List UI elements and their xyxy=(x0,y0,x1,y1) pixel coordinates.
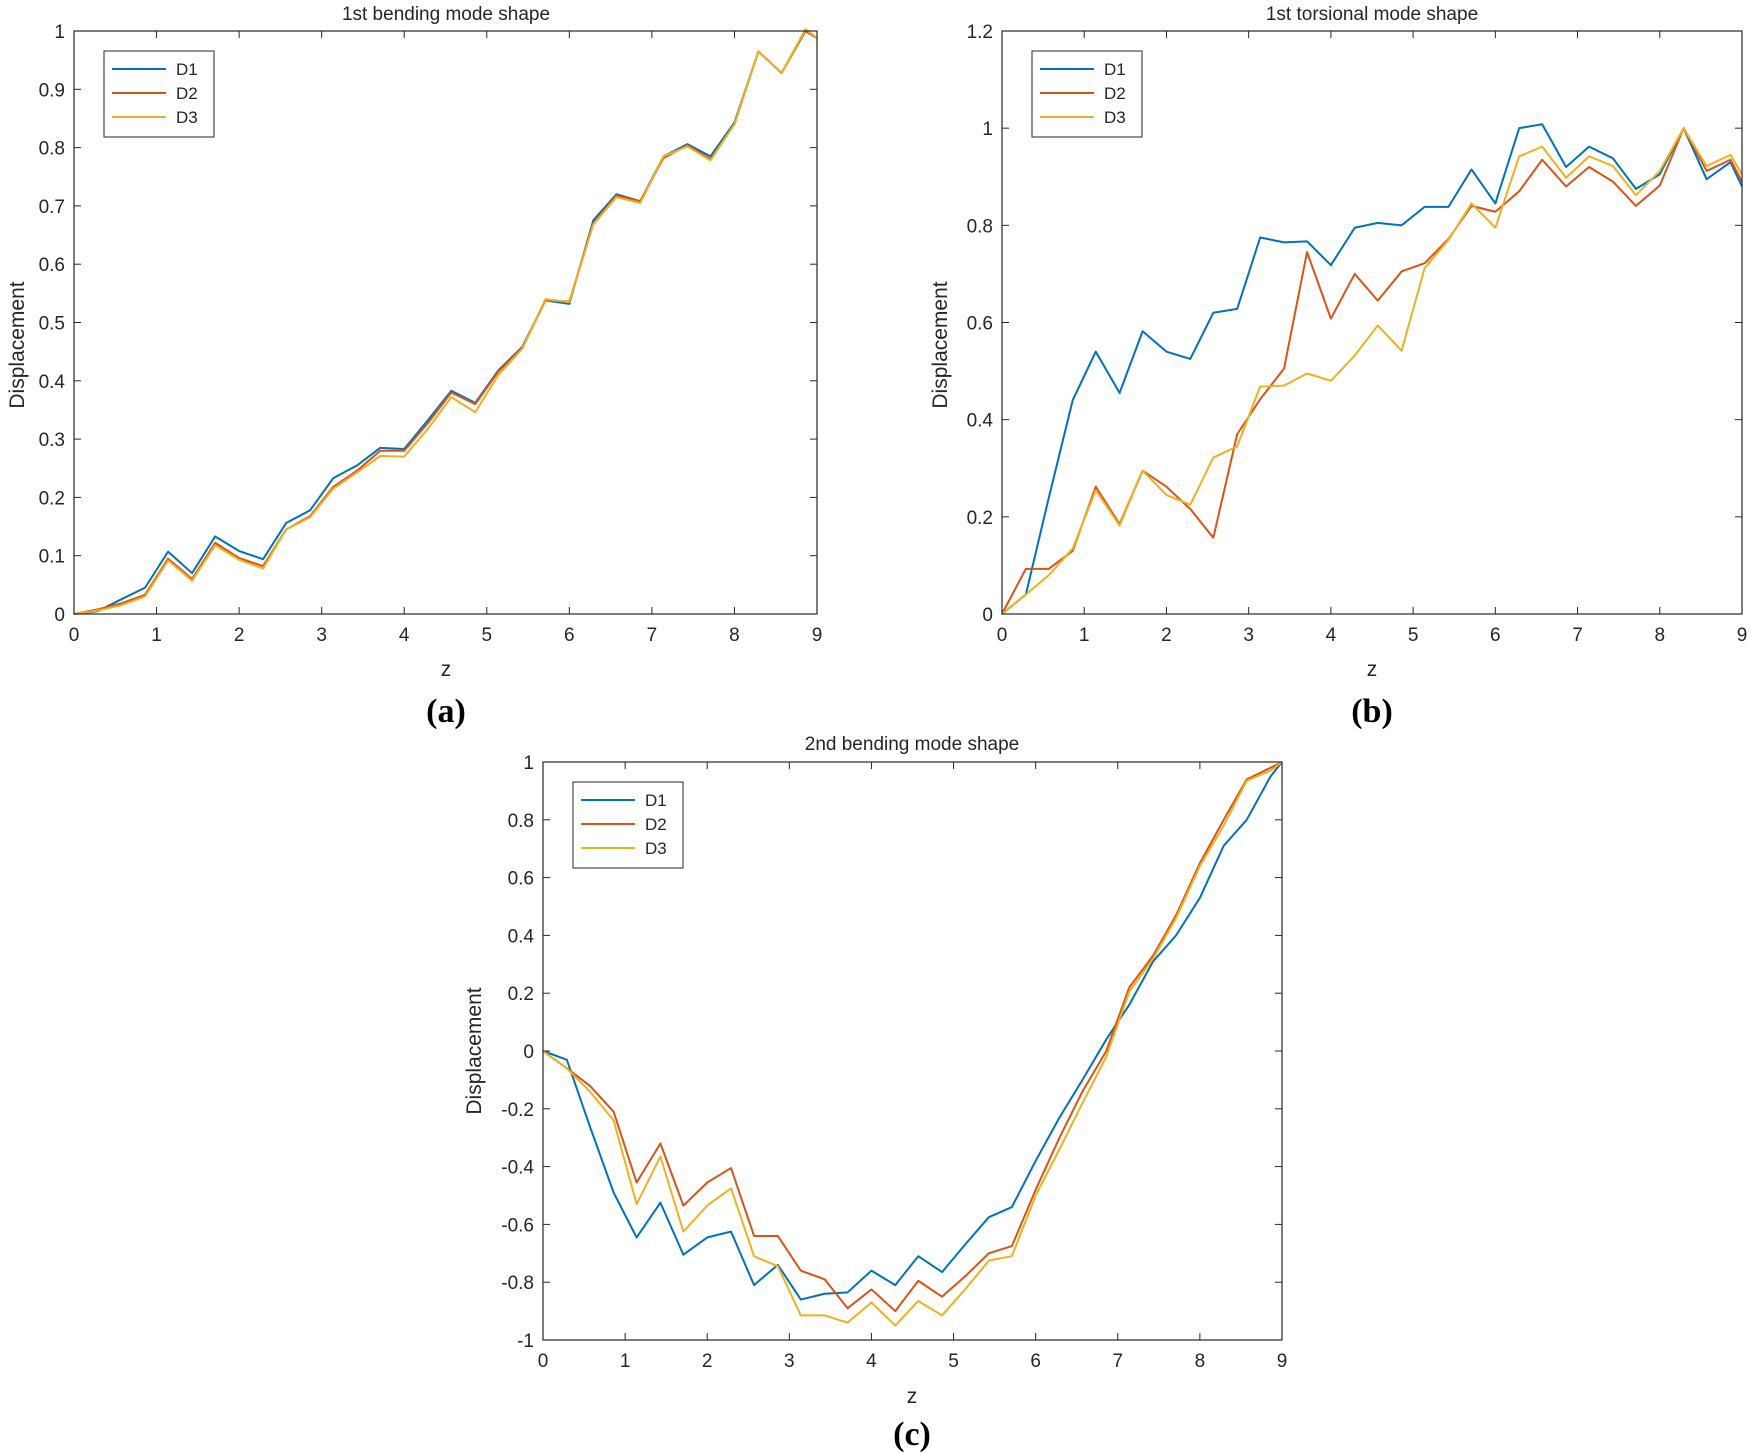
x-tick-label: 8 xyxy=(1195,1351,1206,1372)
y-tick-label: 0.5 xyxy=(39,314,65,335)
legend-label-d3: D3 xyxy=(645,839,667,858)
y-tick-label: 0 xyxy=(54,605,65,626)
y-tick-label: 0.8 xyxy=(39,139,65,160)
x-tick-label: 8 xyxy=(729,625,740,646)
chart-title: 2nd bending mode shape xyxy=(805,734,1019,755)
legend-label-d2: D2 xyxy=(176,84,198,103)
y-tick-label: 0.6 xyxy=(39,255,65,276)
series-line-d1 xyxy=(1001,123,1743,615)
x-tick-label: 6 xyxy=(1490,625,1501,646)
x-tick-label: 6 xyxy=(1030,1351,1041,1372)
x-tick-label: 3 xyxy=(316,625,327,646)
series-line-d1 xyxy=(542,761,1283,1301)
x-tick-label: 7 xyxy=(647,625,658,646)
y-tick-label: 0 xyxy=(982,605,993,626)
x-tick-label: 5 xyxy=(948,1351,959,1372)
legend-label-d1: D1 xyxy=(1104,60,1126,79)
y-axis-label: Displacement xyxy=(463,987,486,1114)
x-axis-label: z xyxy=(441,658,452,681)
y-tick-label: 0.8 xyxy=(508,811,534,832)
y-tick-label: -0.8 xyxy=(501,1273,534,1294)
panel-label-b: (b) xyxy=(1351,693,1393,730)
legend-label-d2: D2 xyxy=(645,815,667,834)
y-tick-label: 1.2 xyxy=(967,22,993,43)
chart-title: 1st bending mode shape xyxy=(342,4,550,25)
x-tick-label: 0 xyxy=(997,625,1008,646)
x-tick-label: 4 xyxy=(866,1351,877,1372)
y-axis-label: Displacement xyxy=(6,281,29,408)
x-tick-label: 2 xyxy=(702,1351,713,1372)
chart-panel-b: 1st torsional mode shape Displacement z … xyxy=(929,4,1747,730)
y-tick-label: 0.6 xyxy=(967,314,993,335)
y-tick-label: 0.2 xyxy=(39,488,65,509)
y-tick-label: -1 xyxy=(517,1331,534,1352)
y-tick-label: 1 xyxy=(982,119,993,140)
y-tick-label: 0.4 xyxy=(508,926,535,947)
legend-label-d2: D2 xyxy=(1104,84,1126,103)
x-tick-label: 0 xyxy=(538,1351,549,1372)
x-tick-label: 5 xyxy=(1408,625,1419,646)
x-axis-label: z xyxy=(1367,658,1378,681)
y-tick-label: 0.3 xyxy=(39,430,65,451)
y-tick-label: 1 xyxy=(523,753,534,774)
x-tick-label: 9 xyxy=(812,625,823,646)
x-axis-label: z xyxy=(907,1385,918,1408)
chart-panel-c: 2nd bending mode shape Displacement z (c… xyxy=(463,734,1287,1453)
x-tick-label: 1 xyxy=(151,625,162,646)
y-tick-label: 0.1 xyxy=(39,547,65,568)
y-tick-label: 0.2 xyxy=(508,984,534,1005)
x-tick-label: 0 xyxy=(69,625,80,646)
x-tick-label: 3 xyxy=(1243,625,1254,646)
series-line-d2 xyxy=(542,761,1283,1313)
legend-label-d1: D1 xyxy=(176,60,198,79)
x-tick-label: 7 xyxy=(1572,625,1583,646)
x-tick-label: 3 xyxy=(784,1351,795,1372)
y-tick-label: 1 xyxy=(54,22,65,43)
legend-label-d1: D1 xyxy=(645,791,667,810)
chart-panel-a: 1st bending mode shape Displacement z (a… xyxy=(6,4,822,730)
legend-label-d3: D3 xyxy=(176,108,198,127)
series-line-d1 xyxy=(73,30,818,615)
y-tick-label: 0 xyxy=(523,1042,534,1063)
y-tick-label: 0.2 xyxy=(967,508,993,529)
x-tick-label: 1 xyxy=(620,1351,631,1372)
chart-title: 1st torsional mode shape xyxy=(1266,4,1478,25)
y-tick-label: 0.8 xyxy=(967,216,993,237)
x-tick-label: 1 xyxy=(1079,625,1090,646)
y-tick-label: -0.6 xyxy=(501,1215,534,1236)
y-tick-label: 0.9 xyxy=(39,80,65,101)
x-tick-label: 7 xyxy=(1112,1351,1123,1372)
series-line-d3 xyxy=(542,761,1283,1327)
series-line-d3 xyxy=(1001,127,1743,615)
panel-label-c: (c) xyxy=(893,1416,931,1453)
x-tick-label: 5 xyxy=(481,625,492,646)
x-tick-label: 9 xyxy=(1277,1351,1288,1372)
x-tick-label: 4 xyxy=(1326,625,1337,646)
panel-label-a: (a) xyxy=(426,693,466,730)
x-tick-label: 8 xyxy=(1654,625,1665,646)
y-tick-label: -0.4 xyxy=(501,1158,534,1179)
y-axis-label: Displacement xyxy=(929,281,952,408)
x-tick-label: 9 xyxy=(1737,625,1748,646)
y-tick-label: 0.4 xyxy=(967,411,994,432)
y-tick-label: 0.4 xyxy=(39,372,66,393)
x-tick-label: 2 xyxy=(234,625,245,646)
y-tick-label: 0.7 xyxy=(39,197,65,218)
x-tick-label: 2 xyxy=(1161,625,1172,646)
y-tick-label: 0.6 xyxy=(508,869,534,890)
x-tick-label: 6 xyxy=(564,625,575,646)
y-tick-label: -0.2 xyxy=(501,1100,534,1121)
legend-label-d3: D3 xyxy=(1104,108,1126,127)
series-line-d3 xyxy=(73,28,818,615)
x-tick-label: 4 xyxy=(399,625,410,646)
